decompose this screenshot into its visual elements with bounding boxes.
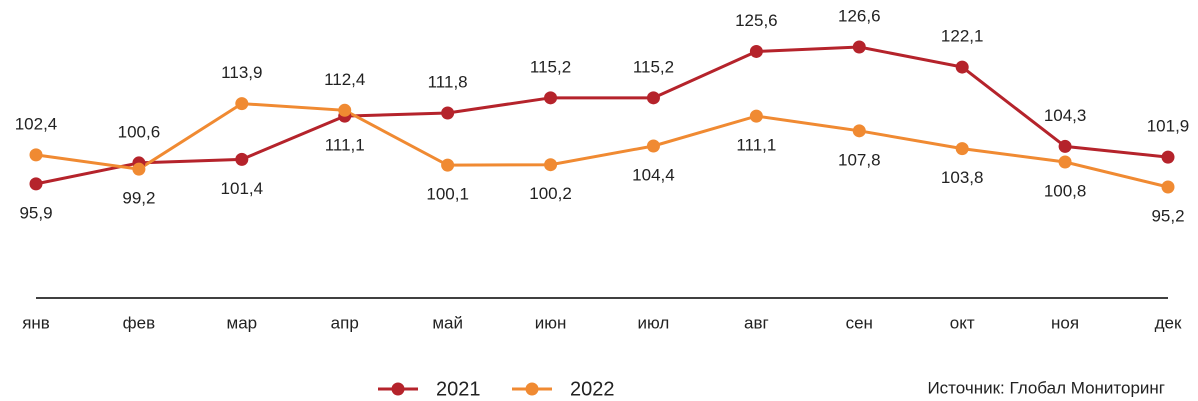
data-point: [955, 60, 969, 74]
data-label: 101,4: [221, 179, 264, 198]
data-point: [749, 109, 763, 123]
data-label: 115,2: [530, 57, 571, 76]
series-line: [35, 45, 1169, 186]
legend-label: 2022: [570, 378, 615, 400]
data-label: 100,8: [1044, 182, 1087, 201]
data-point: [235, 152, 249, 166]
data-label: 111,1: [736, 136, 776, 155]
data-label: 111,1: [325, 136, 365, 155]
data-point: [29, 148, 43, 162]
data-point: [852, 40, 866, 54]
x-tick-label: янв: [22, 313, 50, 332]
x-tick-label: июн: [535, 313, 567, 332]
data-label: 103,8: [941, 168, 984, 187]
x-tick-label: дек: [1155, 313, 1182, 332]
data-point: [441, 106, 455, 120]
data-point: [646, 91, 660, 105]
x-tick-label: ноя: [1051, 313, 1079, 332]
data-point: [646, 139, 660, 153]
data-label: 100,1: [426, 185, 469, 204]
data-point: [235, 97, 249, 111]
x-tick-label: май: [432, 313, 463, 332]
legend-marker: [391, 382, 405, 396]
x-tick-label: авг: [744, 313, 769, 332]
legend-label: 2021: [436, 378, 481, 400]
x-tick-label: апр: [331, 313, 359, 332]
data-point: [132, 162, 146, 176]
data-label: 126,6: [838, 6, 881, 25]
data-label: 122,1: [941, 27, 984, 46]
data-point: [1161, 150, 1175, 164]
data-point: [338, 103, 352, 117]
legend-marker: [525, 382, 539, 396]
x-tick-label: окт: [950, 313, 975, 332]
data-label: 104,4: [632, 165, 675, 184]
data-label: 95,2: [1151, 206, 1184, 225]
data-label: 100,2: [529, 184, 572, 203]
data-label: 104,3: [1044, 106, 1087, 125]
x-tick-label: мар: [227, 313, 258, 332]
data-point: [29, 177, 43, 191]
data-label: 102,4: [15, 114, 58, 133]
data-label: 101,9: [1147, 117, 1190, 136]
data-label: 100,6: [118, 122, 161, 141]
data-label: 113,9: [221, 63, 262, 82]
data-label: 107,8: [838, 150, 881, 169]
data-point: [955, 142, 969, 156]
source: Источник: Глобал Мониторинг: [927, 378, 1165, 397]
data-point: [1161, 180, 1175, 194]
data-point: [749, 44, 763, 58]
x-tick-label: сен: [846, 313, 873, 332]
data-point: [852, 124, 866, 138]
data-point: [1058, 139, 1072, 153]
data-label: 95,9: [19, 203, 52, 222]
data-point: [544, 91, 558, 105]
data-label: 112,4: [324, 70, 365, 89]
data-label: 125,6: [735, 11, 778, 30]
x-tick-label: фев: [123, 313, 155, 332]
x-tick-label: июл: [638, 313, 670, 332]
data-point: [441, 158, 455, 172]
series-line: [35, 102, 1169, 189]
data-label: 115,2: [633, 57, 674, 76]
data-label: 111,8: [428, 72, 468, 91]
data-point: [1058, 155, 1072, 169]
data-point: [544, 158, 558, 172]
data-label: 99,2: [122, 189, 155, 208]
